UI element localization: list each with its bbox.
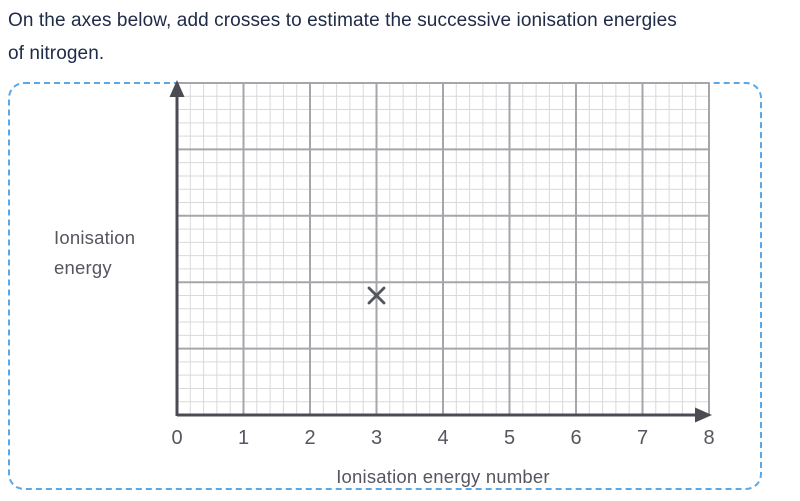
x-tick-label: 6 bbox=[570, 427, 582, 449]
y-axis-label: Ionisation energy bbox=[54, 227, 136, 278]
x-tick-label: 8 bbox=[703, 427, 715, 449]
x-tick-label: 4 bbox=[437, 427, 449, 449]
x-tick-label: 7 bbox=[636, 427, 649, 449]
question-text: On the axes below, add crosses to estima… bbox=[8, 10, 677, 64]
x-tick-label: 1 bbox=[237, 427, 250, 449]
x-tick-label: 3 bbox=[370, 427, 383, 449]
cross-marker bbox=[367, 286, 386, 305]
x-axis-arrow-icon bbox=[695, 407, 712, 423]
y-axis-arrow-icon bbox=[169, 80, 185, 97]
x-axis-label: Ionisation energy number bbox=[336, 466, 550, 487]
x-tick-label: 5 bbox=[503, 427, 516, 449]
x-tick-label: 2 bbox=[304, 427, 316, 449]
x-tick-label: 0 bbox=[171, 427, 183, 449]
